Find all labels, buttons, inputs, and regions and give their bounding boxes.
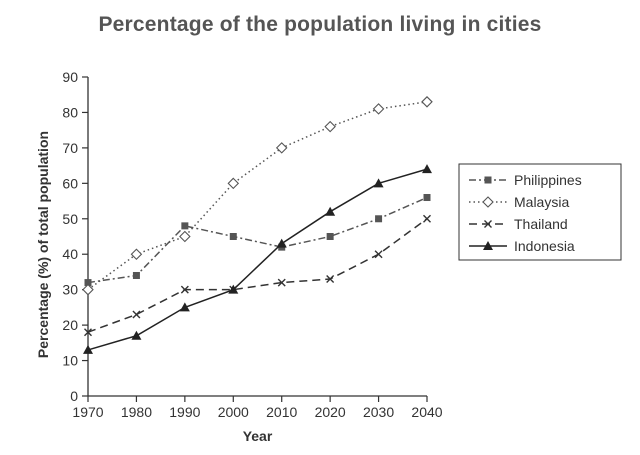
data-point-philippines: [326, 233, 334, 240]
legend-marker-malaysia: [482, 196, 494, 208]
y-tick-label: 90: [62, 69, 78, 85]
y-tick-label: 0: [70, 388, 78, 404]
data-point-thailand: [423, 214, 431, 223]
y-tick-label: 30: [62, 282, 78, 298]
data-point-thailand: [374, 250, 383, 259]
data-point-indonesia: [422, 164, 432, 174]
data-point-thailand: [84, 328, 92, 337]
data-point-indonesia: [325, 206, 336, 216]
x-tick-label: 2040: [411, 404, 442, 420]
x-tick-label: 1970: [72, 404, 103, 420]
legend-label-thailand: Thailand: [514, 216, 568, 232]
legend-label-philippines: Philippines: [514, 172, 582, 188]
legend-marker-thailand: [484, 220, 492, 228]
data-point-indonesia: [228, 284, 239, 294]
data-point-malaysia: [275, 142, 288, 154]
chart-title: Percentage of the population living in c…: [98, 13, 542, 36]
data-point-malaysia: [179, 230, 191, 243]
x-axis-title: Year: [243, 428, 273, 444]
x-tick-label: 1990: [169, 404, 200, 420]
x-tick-label: 1980: [121, 404, 152, 420]
y-tick-label: 60: [62, 175, 78, 191]
y-tick-label: 40: [62, 246, 78, 262]
series-line-malaysia: [87, 101, 428, 291]
legend-marker-indonesia: [483, 241, 493, 250]
data-point-thailand: [180, 285, 189, 294]
data-point-thailand: [132, 310, 141, 319]
data-point-philippines: [423, 194, 431, 202]
data-point-philippines: [229, 233, 237, 240]
y-tick-label: 50: [62, 211, 78, 227]
x-tick-label: 2000: [218, 404, 249, 420]
y-tick-label: 10: [62, 353, 78, 369]
data-point-philippines: [84, 279, 92, 287]
data-point-malaysia: [227, 177, 240, 190]
data-point-philippines: [375, 215, 383, 223]
series-line-indonesia: [87, 168, 428, 351]
legend-label-malaysia: Malaysia: [514, 194, 569, 210]
data-point-malaysia: [421, 96, 433, 108]
data-point-indonesia: [373, 178, 384, 188]
y-tick-label: 80: [62, 104, 78, 120]
data-point-malaysia: [82, 283, 94, 296]
data-point-malaysia: [130, 248, 143, 261]
data-point-thailand: [277, 278, 286, 287]
legend-label-indonesia: Indonesia: [514, 238, 575, 254]
y-axis-title: Percentage (%) of total population: [35, 131, 51, 358]
legend-marker-philippines: [484, 176, 492, 184]
data-point-thailand: [326, 275, 335, 284]
x-tick-label: 2010: [266, 404, 297, 420]
y-tick-label: 70: [62, 140, 78, 156]
data-point-malaysia: [372, 103, 385, 115]
x-tick-label: 2030: [363, 404, 394, 420]
data-point-indonesia: [83, 344, 93, 354]
x-tick-label: 2020: [315, 404, 346, 420]
y-tick-label: 20: [62, 317, 78, 333]
data-point-indonesia: [131, 330, 142, 340]
data-point-indonesia: [276, 238, 287, 248]
series-line-philippines: [87, 196, 428, 284]
data-point-philippines: [132, 271, 140, 279]
data-point-philippines: [181, 222, 189, 230]
data-point-indonesia: [179, 302, 190, 312]
data-point-malaysia: [324, 120, 336, 133]
